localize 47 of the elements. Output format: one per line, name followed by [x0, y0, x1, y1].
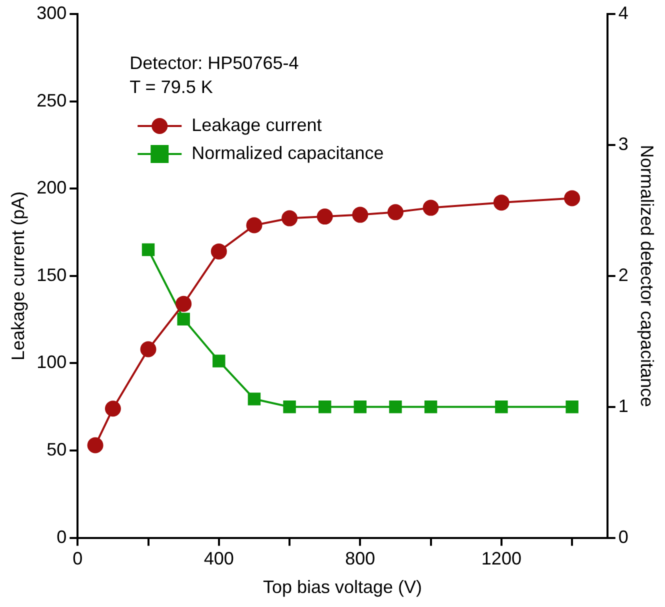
y2-tick-label: 2 [618, 264, 628, 285]
annotation: Detector: HP50765-4 [130, 52, 299, 73]
y2-tick-label: 0 [618, 526, 628, 547]
point [352, 206, 368, 223]
point [140, 341, 156, 358]
x-axis-title: Top bias voltage (V) [262, 577, 422, 598]
y-tick-label: 200 [36, 178, 67, 198]
point [212, 354, 226, 368]
y-tick-label: 300 [36, 2, 67, 23]
legend-label: Leakage current [192, 114, 322, 135]
point [210, 243, 227, 260]
y-tick-label: 50 [46, 439, 67, 460]
point [316, 208, 333, 225]
annotation: T = 79.5 K [130, 76, 213, 97]
x-tick-label: 400 [204, 548, 234, 569]
y-tick-label: 250 [36, 90, 67, 110]
x-tick-label: 1200 [481, 548, 522, 569]
y2-tick-label: 1 [618, 396, 628, 416]
legend-label: Normalized capacitance [192, 142, 384, 163]
point [318, 400, 332, 414]
point [283, 400, 296, 414]
point [354, 400, 367, 414]
point [495, 400, 508, 414]
point [389, 400, 402, 414]
y2-axis-title: Normalized detector capacitance [637, 144, 658, 407]
point [248, 392, 261, 406]
point [564, 190, 580, 206]
y2-tick-label: 3 [618, 134, 628, 154]
y-tick-label: 100 [36, 352, 67, 372]
point [176, 296, 192, 312]
point [424, 400, 438, 414]
x-tick-label: 0 [72, 548, 83, 569]
point [87, 437, 104, 454]
point [142, 243, 155, 256]
point [246, 217, 262, 234]
y2-tick-label: 4 [618, 2, 628, 23]
y-tick-label: 0 [56, 526, 67, 547]
y-axis-title: Leakage current (pA) [8, 191, 28, 360]
point [104, 400, 121, 417]
point [493, 194, 510, 211]
point [566, 400, 578, 414]
point [282, 210, 298, 226]
point [177, 312, 190, 326]
point [422, 200, 439, 216]
point [387, 204, 404, 220]
x-tick-label: 800 [345, 548, 376, 569]
y-tick-label: 150 [36, 264, 67, 285]
